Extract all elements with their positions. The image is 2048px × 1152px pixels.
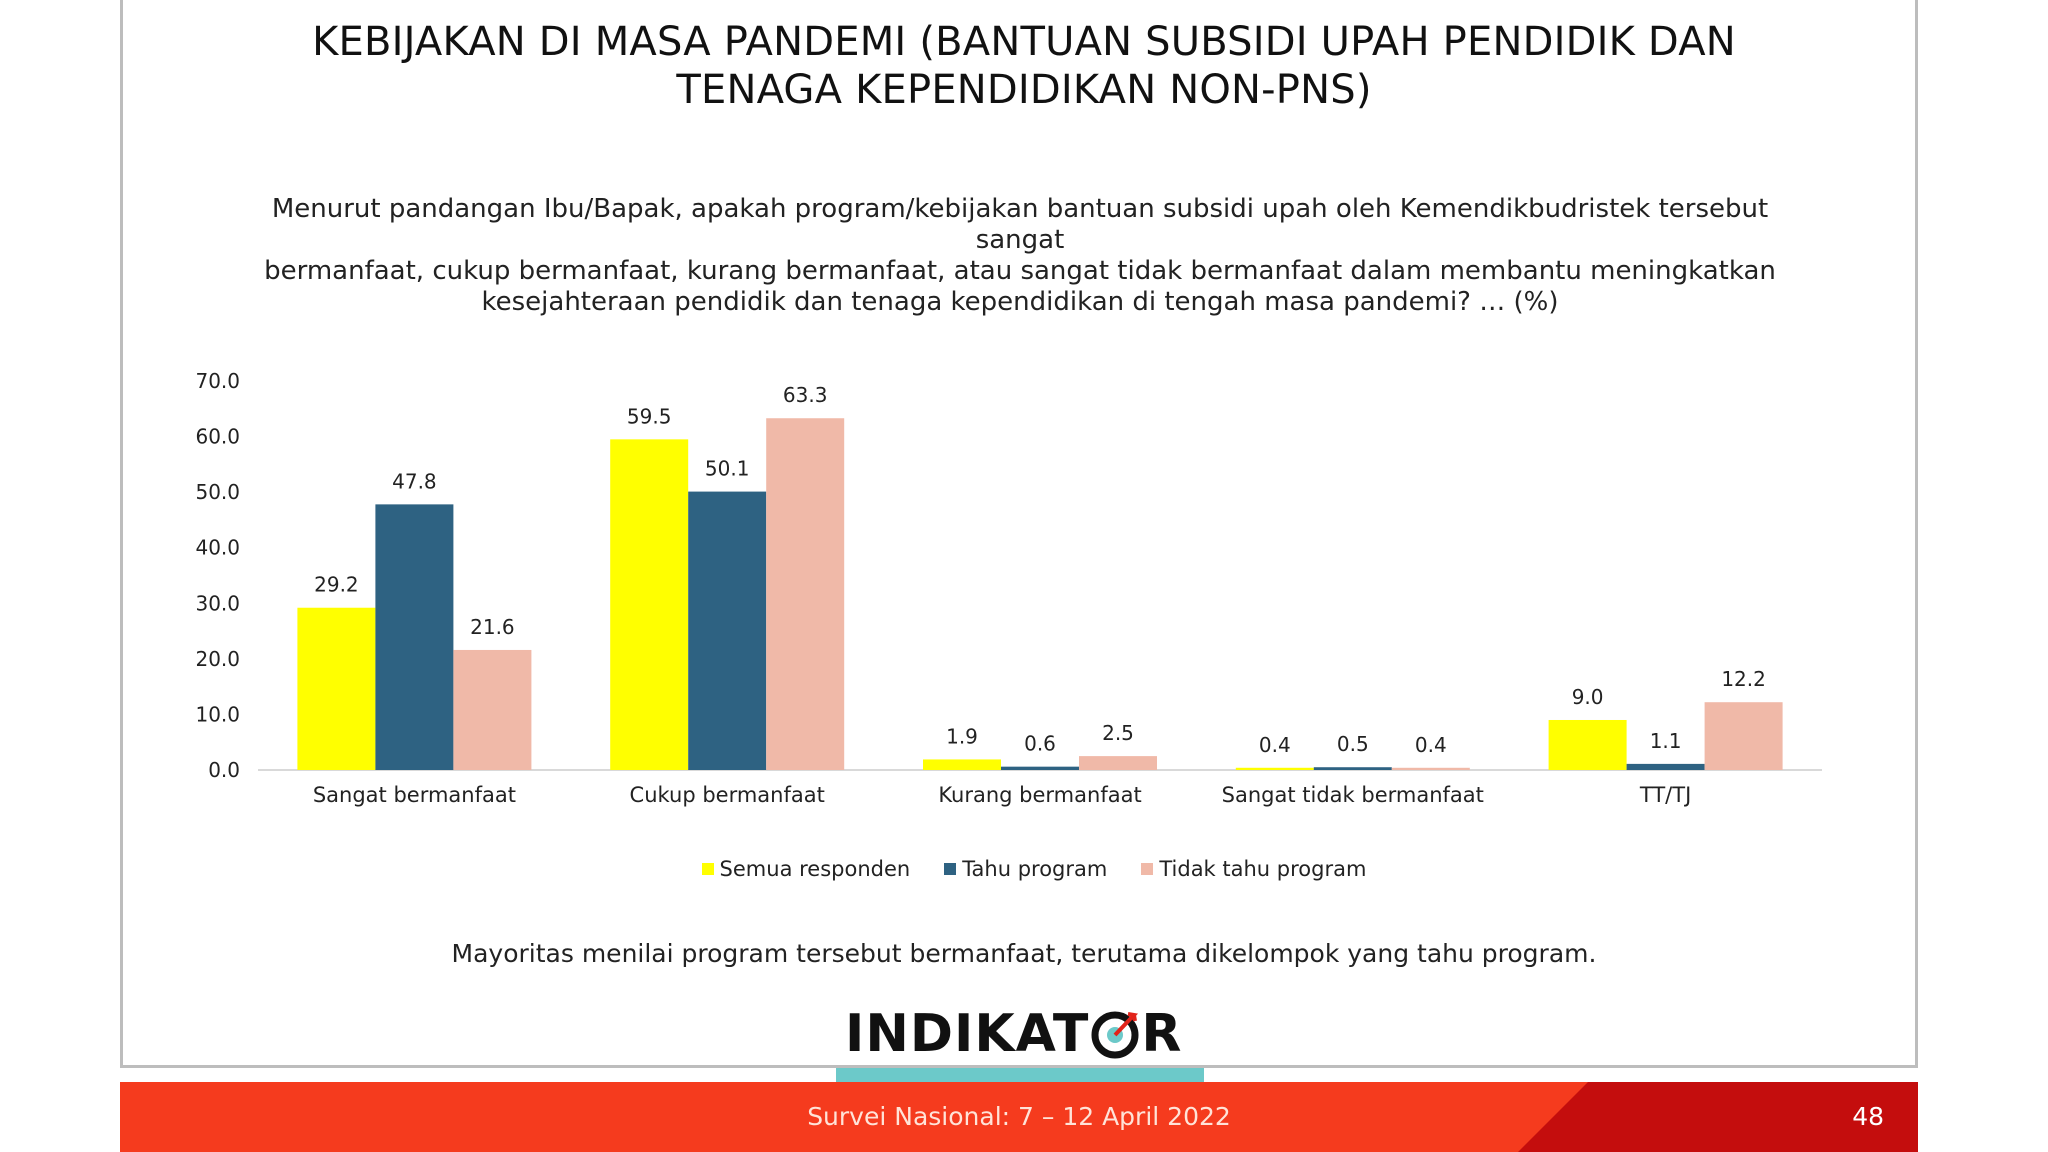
x-category-label: Kurang bermanfaat: [938, 783, 1141, 807]
data-label: 50.1: [705, 457, 750, 481]
bar: [453, 649, 532, 770]
question-line-3: kesejahteraan pendidik dan tenaga kepend…: [481, 287, 1559, 317]
y-tick-label: 20.0: [195, 647, 240, 671]
data-label: 0.4: [1415, 733, 1447, 757]
data-label: 0.5: [1337, 732, 1369, 756]
bar: [1313, 767, 1392, 770]
data-label: 1.1: [1650, 729, 1682, 753]
bar: [688, 491, 767, 770]
bar: [1391, 767, 1470, 770]
legend-swatch: [1141, 863, 1154, 875]
bar: [766, 418, 845, 770]
bar: [297, 607, 376, 770]
y-tick-label: 50.0: [195, 480, 240, 504]
data-label: 47.8: [392, 469, 437, 493]
data-label: 2.5: [1102, 721, 1134, 745]
bar: [1704, 702, 1783, 770]
title-line-2: TENAGA KEPENDIDIKAN NON-PNS): [676, 67, 1372, 113]
y-tick-label: 30.0: [195, 591, 240, 615]
logo-target-icon: [1091, 1011, 1139, 1059]
y-tick-label: 70.0: [195, 369, 240, 393]
x-category-label: Sangat bermanfaat: [313, 783, 516, 807]
bar: [610, 439, 689, 770]
survey-question: Menurut pandangan Ibu/Bapak, apakah prog…: [230, 194, 1810, 318]
data-label: 63.3: [783, 383, 828, 407]
legend-label: Tahu program: [962, 857, 1108, 881]
legend-item: Semua responden: [701, 857, 911, 881]
summary-note: Mayoritas menilai program tersebut berma…: [451, 939, 1597, 968]
footer-survey-text: Survei Nasional: 7 – 12 April 2022: [807, 1102, 1231, 1131]
footer-accent: [1518, 1082, 1918, 1152]
data-label: 0.6: [1024, 732, 1056, 756]
bar: [375, 504, 454, 770]
x-category-label: Sangat tidak bermanfaat: [1222, 783, 1484, 807]
legend-label: Semua responden: [719, 857, 911, 881]
question-line-1: Menurut pandangan Ibu/Bapak, apakah prog…: [271, 194, 1769, 255]
y-tick-label: 0.0: [208, 758, 240, 782]
legend-swatch: [701, 863, 714, 875]
bar: [1548, 719, 1627, 770]
data-label: 0.4: [1259, 733, 1291, 757]
bar: [1235, 767, 1314, 770]
data-label: 21.6: [470, 615, 515, 639]
x-category-label: TT/TJ: [1639, 783, 1691, 807]
bar: [1001, 766, 1079, 770]
footer-bar: Survei Nasional: 7 – 12 April 2022 48: [120, 1082, 1918, 1152]
legend-item: Tidak tahu program: [1141, 857, 1366, 881]
slide-title: KEBIJAKAN DI MASA PANDEMI (BANTUAN SUBSI…: [200, 18, 1848, 114]
page-number: 48: [1852, 1102, 1884, 1131]
legend-label: Tidak tahu program: [1159, 857, 1367, 881]
x-category-label: Cukup bermanfaat: [630, 783, 825, 807]
bar: [1626, 763, 1705, 770]
data-label: 9.0: [1572, 685, 1604, 709]
legend-item: Tahu program: [944, 857, 1107, 881]
y-tick-label: 60.0: [195, 425, 240, 449]
data-label: 29.2: [314, 573, 359, 597]
title-line-1: KEBIJAKAN DI MASA PANDEMI (BANTUAN SUBSI…: [312, 19, 1736, 65]
question-line-2: bermanfaat, cukup bermanfaat, kurang ber…: [264, 256, 1776, 286]
data-label: 1.9: [946, 724, 978, 748]
logo-text-left: INDIKAT: [845, 1004, 1090, 1064]
legend-swatch: [944, 863, 957, 875]
indikator-logo: INDIKAT R: [845, 1004, 1182, 1064]
slide-frame: [120, 0, 1918, 1068]
logo-text-right: R: [1141, 1004, 1183, 1064]
y-tick-label: 10.0: [195, 702, 240, 726]
bar: [1079, 756, 1157, 770]
chart-legend: Semua responden Tahu program Tidak tahu pr…: [0, 857, 2048, 881]
bar: [923, 759, 1001, 770]
data-label: 59.5: [627, 404, 672, 428]
y-tick-label: 40.0: [195, 536, 240, 560]
data-label: 12.2: [1721, 667, 1766, 691]
